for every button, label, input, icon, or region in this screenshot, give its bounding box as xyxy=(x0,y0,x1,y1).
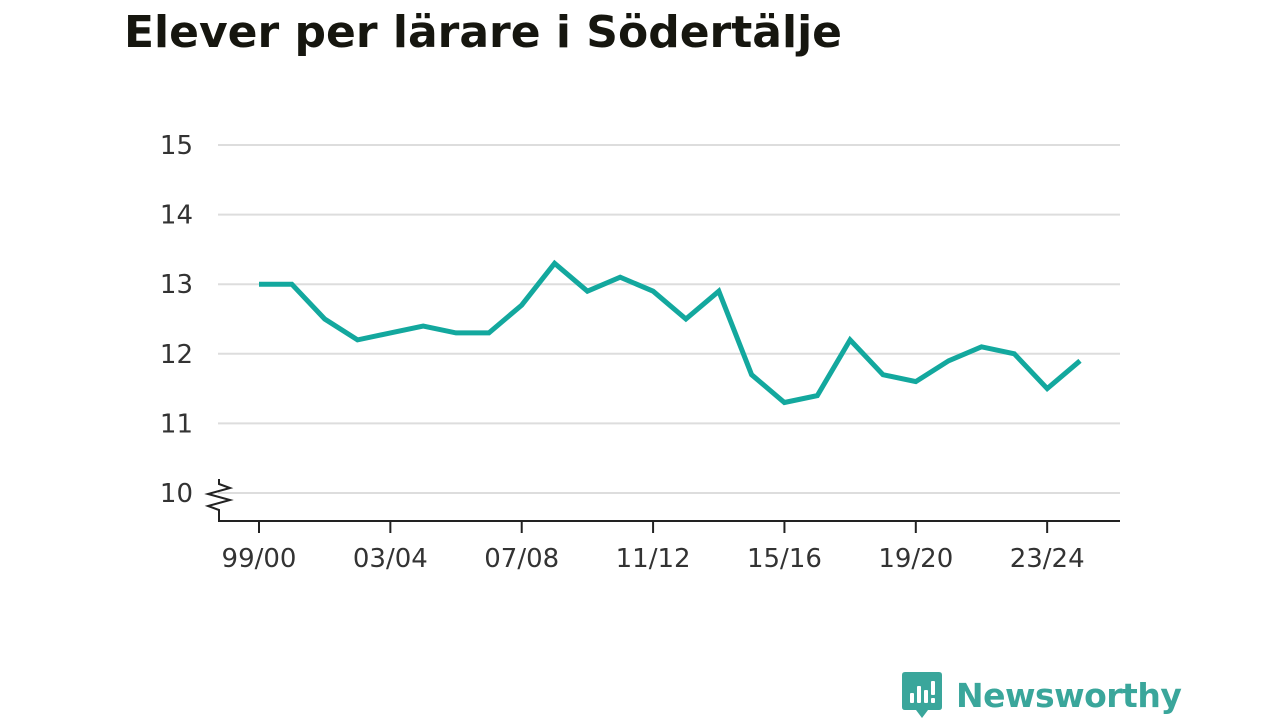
brand-logo: Newsworthy xyxy=(902,672,1182,718)
y-tick-labels: 10 11 12 13 14 15 xyxy=(160,131,193,509)
gridlines xyxy=(218,144,1120,494)
chart-title: Elever per lärare i Södertälje xyxy=(124,7,842,58)
y-tick-label: 14 xyxy=(160,201,193,231)
y-tick-label: 15 xyxy=(160,131,193,161)
series-layer xyxy=(259,259,1082,406)
y-tick-label: 12 xyxy=(160,340,193,370)
y-tick-label: 11 xyxy=(160,409,193,439)
x-tick-label: 07/08 xyxy=(484,544,559,574)
x-tick-label: 11/12 xyxy=(616,544,691,574)
axes xyxy=(204,479,1120,533)
x-tick-label: 03/04 xyxy=(353,544,428,574)
newsworthy-logo-icon xyxy=(902,672,942,718)
axis-break-icon xyxy=(204,479,234,521)
x-tick-labels: 99/00 03/04 07/08 11/12 15/16 19/20 23/24 xyxy=(222,544,1085,574)
x-tick-label: 15/16 xyxy=(747,544,822,574)
y-tick-label: 10 xyxy=(160,479,193,509)
x-tick-label: 99/00 xyxy=(222,544,297,574)
series-line xyxy=(259,259,1082,406)
x-tick-label: 23/24 xyxy=(1010,544,1085,574)
y-tick-label: 13 xyxy=(160,270,193,300)
x-tick-label: 19/20 xyxy=(878,544,953,574)
brand-name: Newsworthy xyxy=(956,675,1182,715)
